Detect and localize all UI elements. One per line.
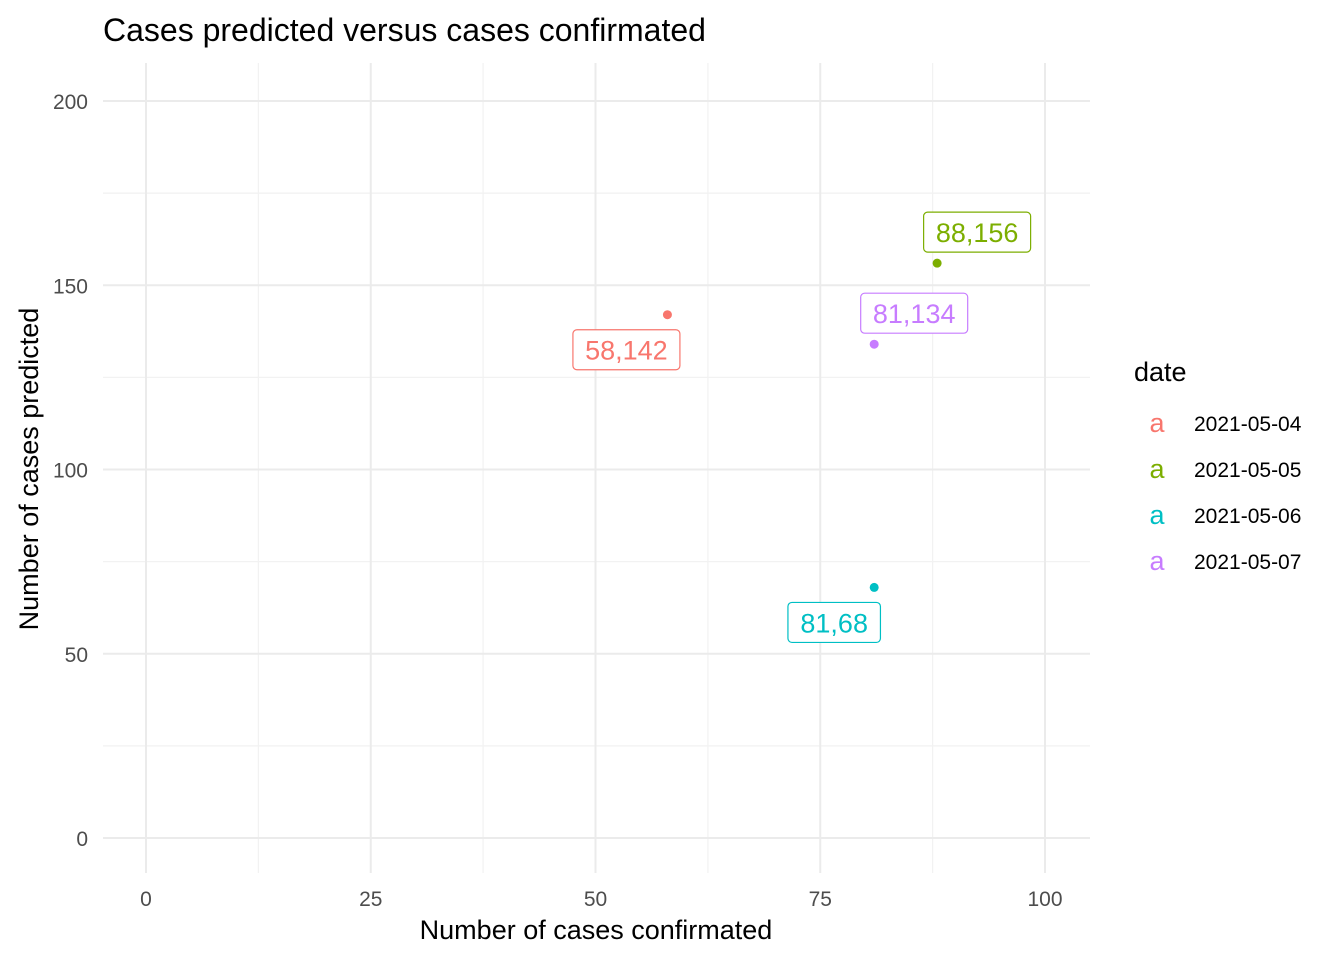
data-point	[932, 258, 942, 268]
data-point	[869, 339, 879, 349]
data-label-box	[860, 292, 969, 334]
legend-title: date	[1134, 357, 1187, 387]
legend-key: a	[1149, 546, 1165, 576]
legend-label: 2021-05-05	[1194, 459, 1301, 482]
data-label-box	[572, 329, 681, 371]
x-tick-label: 0	[140, 888, 152, 911]
legend-label: 2021-05-07	[1194, 551, 1301, 574]
x-tick-label: 100	[1027, 888, 1062, 911]
data-label: 81,134	[873, 299, 956, 329]
y-tick-label: 100	[53, 460, 88, 483]
data-point	[869, 582, 879, 592]
chart-title: Cases predicted versus cases confirmated	[103, 12, 706, 48]
data-points: 58,142 88,156 81,68 81,134	[572, 211, 1032, 644]
legend-label: 2021-05-04	[1194, 413, 1302, 436]
data-label: 81,68	[800, 608, 868, 638]
x-tick-label: 75	[809, 888, 832, 911]
legend-key: a	[1149, 454, 1165, 484]
data-point	[662, 310, 672, 320]
grid	[103, 63, 1090, 873]
y-axis-title: Number of cases predicted	[14, 308, 44, 631]
axis-ticks: 0 25 50 75 100 0 50 100 150 200	[53, 91, 1063, 911]
legend-key: a	[1149, 408, 1165, 438]
legend: date a 2021-05-04 a 2021-05-05 a 2021-05-06 a 2…	[1134, 357, 1302, 576]
y-tick-label: 0	[76, 828, 88, 851]
legend-key: a	[1149, 500, 1165, 530]
x-axis-title: Number of cases confirmated	[420, 915, 773, 945]
data-label: 88,156	[936, 218, 1019, 248]
data-label-box	[923, 211, 1032, 253]
y-tick-label: 200	[53, 91, 88, 114]
y-tick-label: 50	[65, 644, 88, 667]
data-label-box	[787, 601, 882, 644]
legend-label: 2021-05-06	[1194, 505, 1301, 528]
y-tick-label: 150	[53, 275, 88, 298]
x-tick-label: 25	[359, 888, 382, 911]
x-tick-label: 50	[584, 888, 607, 911]
data-label: 58,142	[585, 336, 668, 366]
